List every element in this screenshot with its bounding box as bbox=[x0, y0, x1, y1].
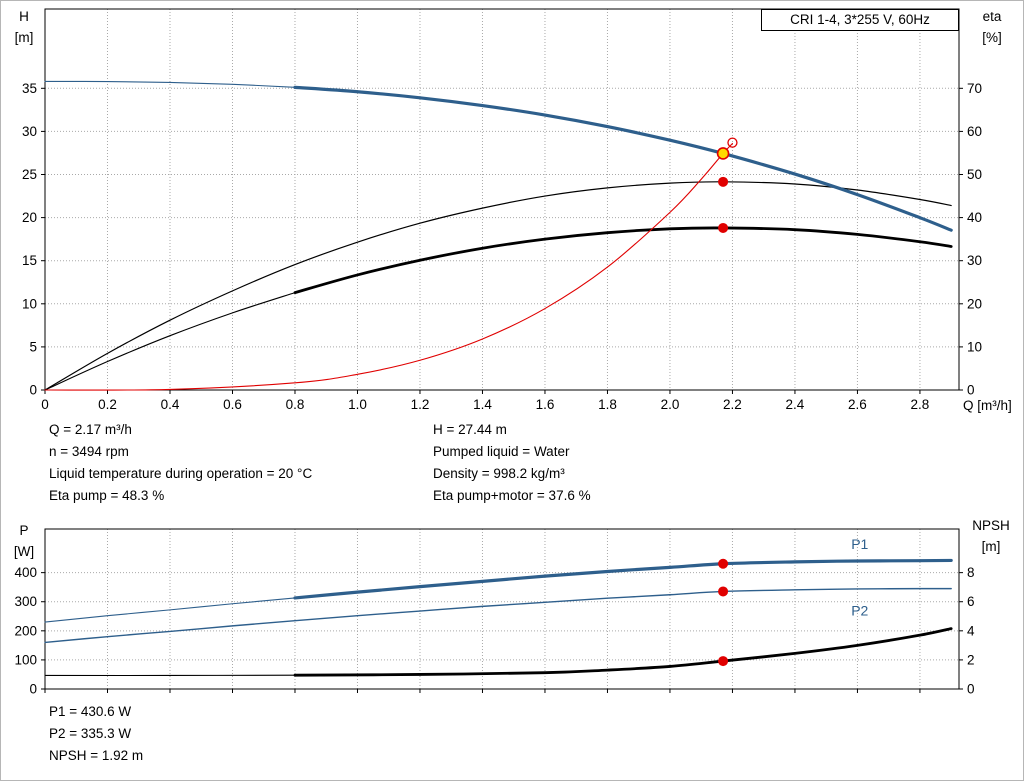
left-tick-label: 5 bbox=[29, 339, 37, 354]
right-tick-label: 2 bbox=[967, 652, 975, 667]
left-tick-label: 300 bbox=[14, 594, 37, 609]
info-speed: n = 3494 rpm bbox=[49, 444, 129, 459]
left-tick-label: 15 bbox=[22, 253, 37, 268]
duty-info-left: Q = 2.17 m³/h n = 3494 rpm Liquid temper… bbox=[49, 419, 312, 507]
duty-point-marker bbox=[716, 147, 730, 160]
value-dot-marker bbox=[718, 558, 729, 569]
p2-power-curve bbox=[44, 587, 952, 644]
info-npsh: NPSH = 1.92 m bbox=[49, 748, 144, 763]
info-flow: Q = 2.17 m³/h bbox=[49, 422, 132, 437]
left-tick-label: 20 bbox=[22, 210, 37, 225]
value-dot-marker bbox=[718, 176, 729, 187]
x-tick-label: 2.0 bbox=[661, 397, 680, 412]
value-dot-marker bbox=[718, 586, 729, 597]
x-tick-label: 2.4 bbox=[786, 397, 805, 412]
x-tick-label: 1.0 bbox=[348, 397, 367, 412]
system-resistance-curve bbox=[44, 142, 734, 391]
left-tick-label: 200 bbox=[14, 623, 37, 638]
left-tick-label: 30 bbox=[22, 124, 37, 139]
x-tick-label: 2.2 bbox=[723, 397, 742, 412]
x-tick-label: 1.8 bbox=[598, 397, 617, 412]
plot-frame bbox=[44, 528, 960, 690]
left-tick-label: 100 bbox=[14, 652, 37, 667]
head-axis-unit: [m] bbox=[14, 30, 34, 45]
right-tick-label: 0 bbox=[967, 383, 975, 398]
info-pumped-liquid: Pumped liquid = Water bbox=[433, 444, 570, 459]
x-tick-label: 2.6 bbox=[848, 397, 867, 412]
right-tick-label: 30 bbox=[967, 253, 982, 268]
right-tick-label: 10 bbox=[967, 339, 982, 354]
x-tick-label: 2.8 bbox=[911, 397, 930, 412]
head-flow-curve bbox=[293, 85, 953, 232]
head-axis-symbol: H bbox=[19, 9, 29, 24]
npsh-axis-symbol: NPSH bbox=[972, 518, 1010, 533]
right-tick-label: 20 bbox=[967, 296, 982, 311]
eta-axis-symbol: eta bbox=[982, 9, 1002, 24]
left-tick-label: 0 bbox=[29, 383, 37, 398]
right-tick-label: 50 bbox=[967, 167, 982, 182]
info-liquid-temperature: Liquid temperature during operation = 20… bbox=[49, 466, 313, 481]
eta-pump-motor-curve-thin bbox=[44, 292, 296, 391]
npsh-curve bbox=[293, 627, 953, 677]
right-tick-label: 6 bbox=[967, 594, 975, 609]
series-label-p2: P2 bbox=[851, 603, 868, 619]
p1-power-curve-thin bbox=[44, 597, 296, 623]
pump-model-badge: CRI 1-4, 3*255 V, 60Hz bbox=[761, 9, 959, 31]
head-axis-label: H [m] bbox=[3, 6, 45, 48]
eta-axis-label: eta [%] bbox=[965, 6, 1019, 48]
npsh-axis-label: NPSH [m] bbox=[959, 515, 1023, 557]
info-p2: P2 = 335.3 W bbox=[49, 726, 132, 741]
head-flow-curve-thin bbox=[44, 80, 296, 88]
value-dot-marker bbox=[718, 656, 729, 667]
x-tick-label: 0.6 bbox=[223, 397, 242, 412]
info-p1: P1 = 430.6 W bbox=[49, 704, 132, 719]
left-tick-label: 35 bbox=[22, 81, 37, 96]
left-tick-label: 25 bbox=[22, 167, 37, 182]
eta-pump-motor-curve bbox=[293, 226, 953, 294]
x-tick-label: 0.8 bbox=[286, 397, 305, 412]
power-axis-symbol: P bbox=[19, 523, 29, 538]
power-axis-unit: [W] bbox=[13, 544, 35, 559]
right-tick-label: 8 bbox=[967, 565, 975, 580]
open-point-marker bbox=[727, 137, 738, 148]
power-axis-label: P [W] bbox=[3, 520, 45, 562]
x-tick-label: 1.6 bbox=[536, 397, 555, 412]
right-tick-label: 40 bbox=[967, 210, 982, 225]
right-tick-label: 4 bbox=[967, 623, 975, 638]
p1-power-curve bbox=[293, 558, 953, 600]
power-npsh-chart: 0 100 200 300 400 0 2 4 6 8 P1 P2 bbox=[14, 528, 975, 697]
left-tick-label: 10 bbox=[22, 296, 37, 311]
eta-axis-unit: [%] bbox=[982, 30, 1002, 45]
x-tick-label: 0.2 bbox=[98, 397, 117, 412]
power-info: P1 = 430.6 W P2 = 335.3 W NPSH = 1.92 m bbox=[49, 701, 143, 767]
right-tick-label: 70 bbox=[967, 81, 982, 96]
npsh-axis-unit: [m] bbox=[981, 539, 1001, 554]
info-head: H = 27.44 m bbox=[433, 422, 507, 437]
x-tick-label: 1.2 bbox=[411, 397, 430, 412]
value-dot-marker bbox=[718, 222, 729, 233]
series-label-p1: P1 bbox=[851, 536, 868, 552]
x-tick-label: 1.4 bbox=[473, 397, 492, 412]
eta-pump-curve bbox=[44, 181, 952, 391]
head-efficiency-chart: 0 0.2 0.4 0.6 0.8 1.0 1.2 1.4 1.6 1.8 2.0 2.2 2.4 2.6… bbox=[22, 8, 982, 412]
info-eta-pump: Eta pump = 48.3 % bbox=[49, 488, 165, 503]
info-eta-pump-motor: Eta pump+motor = 37.6 % bbox=[433, 488, 591, 503]
info-density: Density = 998.2 kg/m³ bbox=[433, 466, 565, 481]
duty-info-right: H = 27.44 m Pumped liquid = Water Densit… bbox=[433, 419, 591, 507]
right-tick-label: 60 bbox=[967, 124, 982, 139]
right-tick-label: 0 bbox=[967, 682, 975, 697]
plot-frame bbox=[44, 8, 960, 391]
left-tick-label: 0 bbox=[29, 682, 37, 697]
left-tick-label: 400 bbox=[14, 565, 37, 580]
flow-axis-label: Q [m³/h] bbox=[963, 398, 1012, 413]
x-tick-label: 0.4 bbox=[161, 397, 180, 412]
x-tick-label: 0 bbox=[41, 397, 49, 412]
